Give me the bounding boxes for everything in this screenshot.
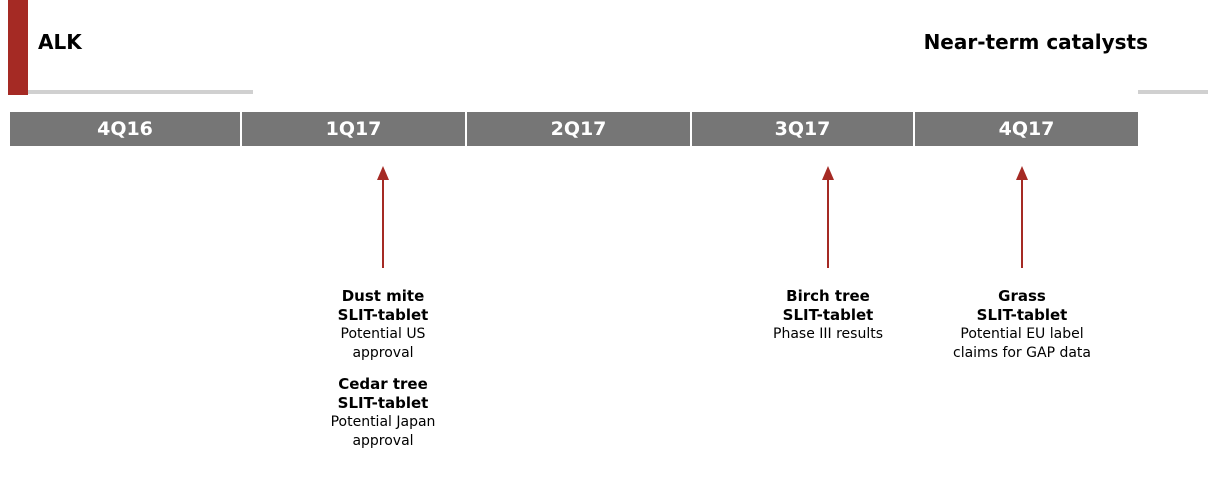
event-title: SLIT-tablet [976,306,1068,324]
event-title: Grass [998,287,1046,305]
event-title: Cedar tree [338,375,428,393]
event-detail: approval [352,433,414,449]
quarter: 2Q17 [467,112,690,146]
event: Birch tree SLIT-tablet Phase III results [728,287,928,344]
arrow-head [377,166,389,180]
company: ALK [38,30,82,54]
event-title: SLIT-tablet [337,306,429,324]
event-title: Dust mite [341,287,425,305]
quarter: 1Q17 [242,112,465,146]
event-detail: approval [352,345,414,361]
event-title: Birch tree [786,287,870,305]
accent-bar [8,0,28,95]
event: Grass SLIT-tablet Potential EU label claims… [922,287,1122,363]
event: Cedar tree SLIT-tablet Potential Japan appr… [283,375,483,451]
event-detail: claims for GAP data [953,345,1091,361]
event: Dust mite SLIT-tablet Potential US approval [283,287,483,363]
event-detail: Potential Japan [330,414,436,430]
quarter: 4Q17 [915,112,1138,146]
event-detail: Potential US [340,326,426,342]
event-column: Dust mite SLIT-tablet Potential US approval… [283,287,483,463]
arrow-head [1016,166,1028,180]
event-detail: Potential EU label [960,326,1084,342]
rule [28,90,253,94]
event-detail: Phase III results [773,326,883,342]
quarter: 4Q16 [10,112,240,146]
rule [1138,90,1208,94]
event-title: SLIT-tablet [782,306,874,324]
arrow-head [822,166,834,180]
event-title: SLIT-tablet [337,394,429,412]
event-column: Birch tree SLIT-tablet Phase III results [728,287,928,356]
quarter: 3Q17 [692,112,913,146]
title: Near-term catalysts [923,30,1148,54]
event-column: Grass SLIT-tablet Potential EU label claims… [922,287,1122,375]
